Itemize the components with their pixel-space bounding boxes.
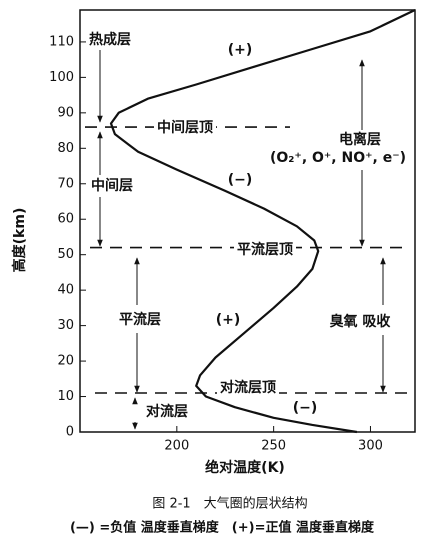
annotation-bg xyxy=(116,310,164,329)
x-tick-label: 200 xyxy=(164,439,189,454)
y-tick-label: 40 xyxy=(57,283,74,298)
annotation: (−) xyxy=(293,400,318,416)
note: (—) =负值 温度垂直梯度 (+)=正值 温度垂直梯度 xyxy=(70,520,375,536)
annotation: 热成层 xyxy=(89,31,131,48)
y-axis-label: 高度(km) xyxy=(11,208,28,273)
y-tick-label: 60 xyxy=(57,212,74,227)
y-tick-label: 110 xyxy=(49,34,74,49)
annotation: 电离层 xyxy=(339,131,381,148)
annotation-bg xyxy=(88,176,136,195)
plot-frame xyxy=(79,9,416,433)
annotation-bg xyxy=(86,30,134,49)
annotation-bg xyxy=(234,240,296,259)
annotation: 对流层顶 xyxy=(220,379,276,396)
annotation-bg xyxy=(267,149,409,167)
x-tick-label: 250 xyxy=(261,439,286,454)
x-axis-label: 绝对温度(K) xyxy=(205,459,285,476)
annotation: (+) xyxy=(228,42,253,58)
annotation: 对流层 xyxy=(146,403,188,420)
y-tick-label: 100 xyxy=(49,70,74,85)
annotation: 中间层顶 xyxy=(157,119,213,136)
annotation: 中间层 xyxy=(91,177,133,194)
temperature-curve xyxy=(109,9,416,434)
annotation: 臭氧 吸收 xyxy=(330,313,392,330)
y-tick-label: 80 xyxy=(57,141,74,156)
annotation-bg xyxy=(336,130,384,149)
annotation: 平流层顶 xyxy=(237,241,293,258)
y-tick-label: 50 xyxy=(57,247,74,262)
annotation: (+) xyxy=(216,312,241,328)
annotation: (−) xyxy=(228,172,253,188)
annotation: 平流层 xyxy=(119,311,161,328)
caption: 图 2-1 大气圈的层状结构 xyxy=(152,496,307,512)
annotation-bg xyxy=(154,118,216,137)
x-tick-label: 300 xyxy=(358,439,383,454)
annotation-bg xyxy=(326,312,395,331)
annotation-bg xyxy=(217,378,279,397)
y-tick-label: 10 xyxy=(57,389,74,404)
annotation-bg xyxy=(224,171,256,189)
y-tick-label: 30 xyxy=(57,318,74,333)
annotation-bg xyxy=(224,41,256,59)
y-tick-label: 70 xyxy=(57,176,74,191)
annotation-bg xyxy=(143,402,191,421)
annotation-bg xyxy=(212,311,244,329)
annotation-bg xyxy=(289,399,321,417)
annotation: (O₂⁺, O⁺, NO⁺, e⁻) xyxy=(270,150,406,166)
y-tick-label: 20 xyxy=(57,354,74,369)
y-tick-label: 90 xyxy=(57,105,74,120)
y-tick-label: 0 xyxy=(66,425,74,440)
